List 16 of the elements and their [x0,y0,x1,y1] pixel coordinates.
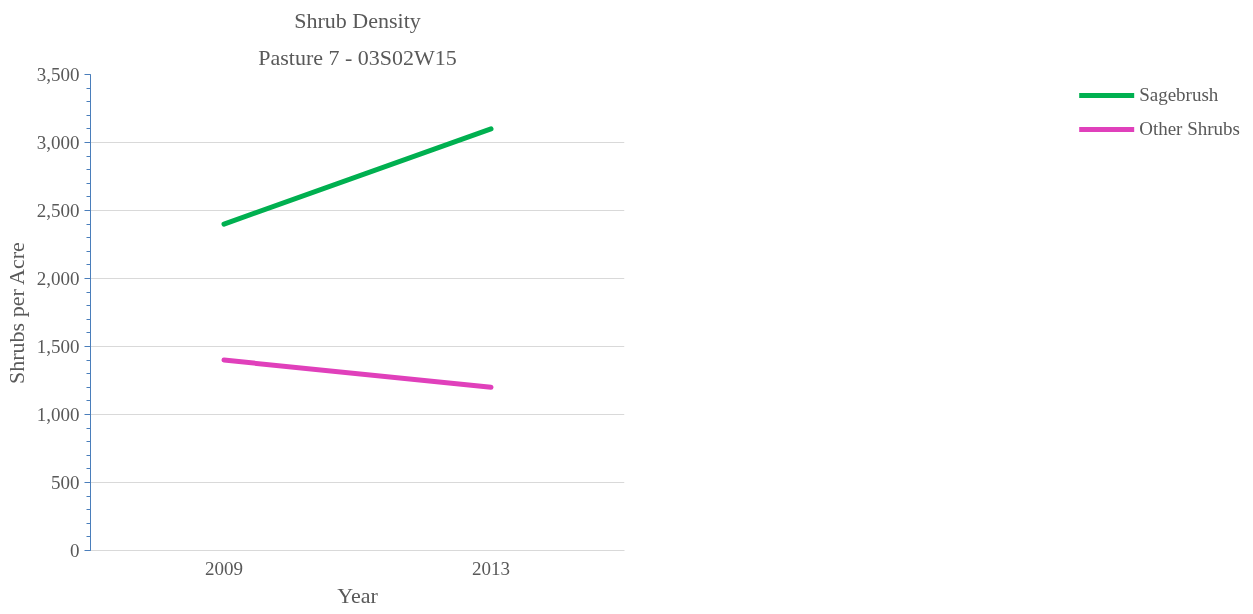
y-axis-title: Shrubs per Acre [3,242,29,384]
x-tick-label: 2009 [205,557,243,579]
x-tick-label: 2013 [472,557,510,579]
legend-label: Sagebrush [1139,84,1219,106]
y-tick-label: 1,500 [36,336,80,357]
y-tick-label: 1,000 [36,404,80,425]
y-tick-label: 2,500 [36,200,80,221]
y-tick-label: 500 [51,472,80,493]
y-tick-label: 2,000 [36,268,80,289]
chart-title: Shrub Density [294,7,421,33]
legend-label: Other Shrubs [1139,118,1240,140]
chart-subtitle: Pasture 7 - 03S02W15 [258,44,457,70]
x-axis-title: Year [337,582,379,608]
y-tick-label: 3,500 [36,64,80,85]
y-tick-label: 3,000 [36,132,80,153]
y-tick-label: 0 [70,540,80,561]
